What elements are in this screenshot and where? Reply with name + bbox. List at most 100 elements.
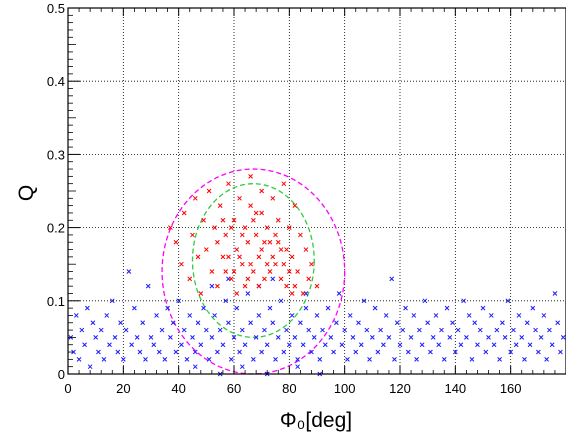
data-point [544, 357, 549, 362]
data-point [273, 261, 278, 267]
data-point [251, 269, 256, 274]
data-point [513, 342, 519, 348]
data-point [217, 327, 223, 333]
data-point [192, 195, 198, 201]
data-point [342, 327, 348, 333]
data-point [156, 349, 162, 355]
data-point [226, 181, 231, 187]
data-point [264, 342, 270, 348]
data-point [273, 232, 278, 238]
plot-border [67, 7, 566, 375]
data-point [217, 203, 223, 208]
data-point [98, 327, 104, 333]
data-point [267, 239, 273, 245]
data-point [292, 203, 298, 208]
data-point [248, 320, 253, 326]
data-point [284, 247, 289, 252]
data-point [79, 327, 85, 333]
data-point [558, 349, 563, 355]
data-point [452, 349, 458, 355]
data-point [306, 327, 312, 333]
data-point [477, 327, 483, 333]
data-point [309, 349, 314, 355]
data-point [455, 327, 461, 333]
data-point [275, 217, 281, 223]
data-point [112, 335, 118, 340]
data-point [264, 261, 270, 267]
data-point [422, 298, 428, 304]
x-tick-label: 140 [444, 381, 466, 396]
data-point [253, 232, 259, 238]
plot-frame [67, 7, 566, 375]
data-point [298, 320, 303, 326]
y-axis-title: Q [15, 185, 38, 201]
data-point [226, 320, 231, 326]
data-point [237, 349, 242, 355]
data-point [356, 320, 361, 326]
data-point [165, 305, 170, 311]
data-point [170, 320, 176, 326]
data-point [524, 320, 530, 326]
data-point [403, 305, 408, 311]
data-point [73, 313, 79, 318]
data-point [306, 276, 312, 282]
data-point [383, 313, 389, 318]
data-point [262, 239, 267, 245]
data-point [179, 261, 184, 267]
data-point [248, 203, 253, 208]
data-point [300, 342, 306, 348]
grid [68, 8, 566, 374]
data-point [289, 254, 295, 260]
data-point [560, 335, 566, 340]
data-point [245, 276, 251, 282]
data-point [195, 320, 201, 326]
data-point [378, 327, 383, 333]
data-point [317, 357, 323, 362]
data-point [253, 335, 259, 340]
data-point [289, 313, 295, 318]
data-point [270, 254, 276, 260]
data-point [253, 210, 259, 216]
data-point [209, 335, 215, 340]
data-point [372, 305, 378, 311]
data-point [187, 313, 193, 318]
data-point [461, 298, 466, 304]
data-point [109, 298, 115, 304]
data-point [505, 298, 511, 304]
x-tick-label: 20 [116, 381, 130, 396]
data-point [104, 313, 110, 318]
data-point [256, 283, 262, 289]
data-point [469, 357, 475, 362]
x-tick-label: 60 [227, 381, 241, 396]
data-point [245, 291, 251, 296]
data-point [289, 291, 295, 296]
data-point [242, 283, 248, 289]
data-point [87, 364, 93, 370]
data-point [522, 357, 527, 362]
data-point [226, 254, 231, 260]
data-point [234, 291, 240, 296]
data-point [192, 364, 198, 370]
data-point [173, 239, 179, 245]
data-point [228, 225, 234, 230]
data-point [215, 239, 220, 245]
data-point [90, 320, 96, 326]
x-tick-label: 160 [500, 381, 522, 396]
data-point [303, 247, 309, 252]
data-point [198, 342, 204, 348]
x-tick-label: 0 [64, 381, 71, 396]
data-point [530, 305, 536, 311]
data-point [259, 247, 265, 252]
data-point [220, 342, 226, 348]
data-point [325, 305, 331, 311]
data-point [259, 188, 265, 194]
data-point [425, 320, 431, 326]
data-point [361, 298, 367, 304]
data-point [239, 232, 245, 238]
data-point [483, 349, 489, 355]
data-point [375, 349, 381, 355]
data-point [129, 342, 134, 348]
data-point [547, 327, 552, 333]
data-point [397, 342, 403, 348]
